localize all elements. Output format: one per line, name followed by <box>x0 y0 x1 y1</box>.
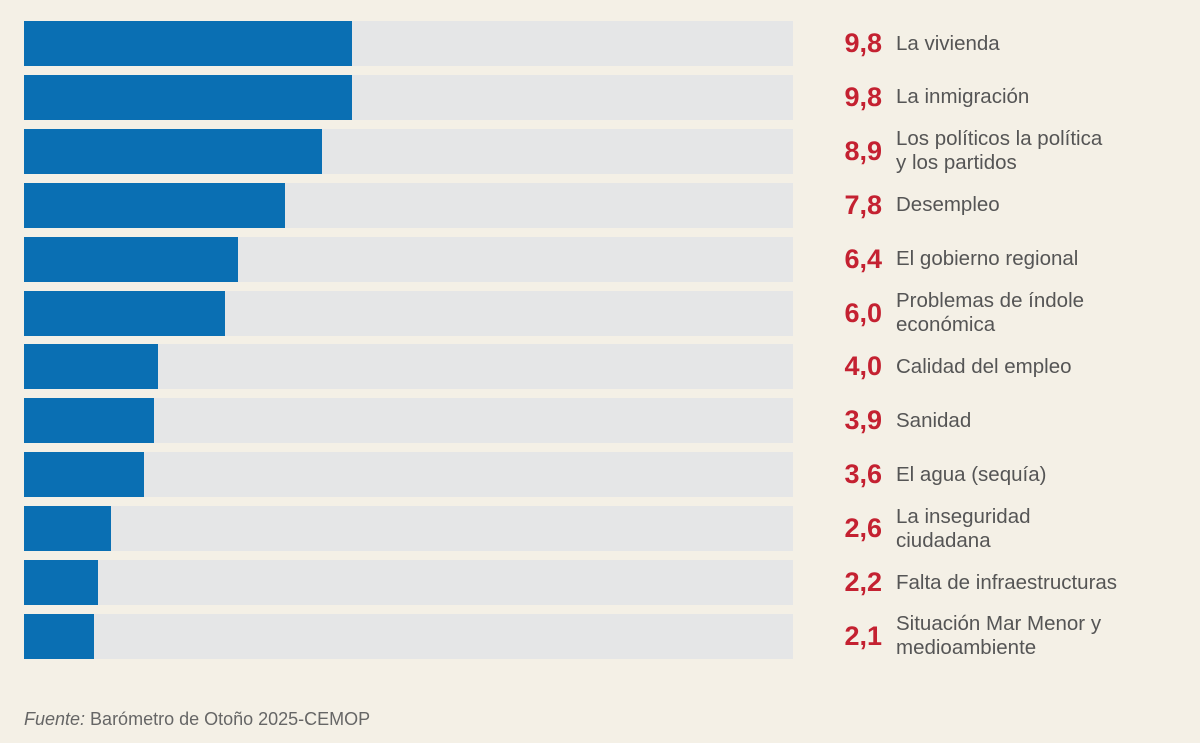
bar <box>24 128 322 174</box>
source-text: Barómetro de Otoño 2025-CEMOP <box>85 709 371 729</box>
category-label: Sanidad <box>896 408 972 432</box>
value-label: 2,1 <box>844 620 882 651</box>
value-label: 3,9 <box>844 405 882 436</box>
bar <box>24 182 285 228</box>
bar <box>24 506 111 552</box>
bar-row: 6,0 Problemas de índole económica <box>0 289 1200 336</box>
value-label: 4,0 <box>844 351 882 382</box>
bar <box>24 236 238 282</box>
value-label: 6,4 <box>844 243 882 274</box>
bar <box>24 452 145 498</box>
bar <box>24 560 98 605</box>
value-label: 2,6 <box>844 513 882 544</box>
source-note: Fuente: Barómetro de Otoño 2025-CEMOP <box>24 709 370 730</box>
bar-track <box>24 506 793 552</box>
category-label: La vivienda <box>896 31 1000 55</box>
bar-row: 2,6 La inseguridad ciudadana <box>0 504 1200 552</box>
category-label: La inseguridad ciudadana <box>896 504 1031 552</box>
value-label: 3,6 <box>844 459 882 490</box>
bar-row: 3,9 Sanidad <box>0 398 1200 444</box>
category-label: Falta de infraestructuras <box>896 570 1118 594</box>
value-label: 9,8 <box>844 28 882 58</box>
bar <box>24 74 352 120</box>
bar <box>24 398 155 444</box>
bar-row: 2,1 Situación Mar Menor y medioambiente <box>0 612 1200 660</box>
bar-row: 8,9 Los políticos la política y los parti… <box>0 127 1200 175</box>
value-label: 2,2 <box>844 567 882 597</box>
bar-track <box>24 452 793 498</box>
category-label: La inmigración <box>896 85 1030 109</box>
category-label: Desempleo <box>896 193 1000 217</box>
bar-row: 3,6 El agua (sequía) <box>0 452 1200 498</box>
category-label: Los políticos la política y los partidos <box>896 127 1103 175</box>
source-prefix: Fuente: <box>24 709 86 729</box>
value-label: 9,8 <box>844 81 882 112</box>
bar-row: 4,0 Calidad del empleo <box>0 344 1200 390</box>
value-label: 6,0 <box>844 297 882 328</box>
bar <box>24 290 225 336</box>
bar-row: 2,2 Falta de infraestructuras <box>0 560 1200 605</box>
category-label: Problemas de índole económica <box>896 289 1085 336</box>
category-label: Calidad del empleo <box>896 354 1072 378</box>
category-label: El agua (sequía) <box>896 462 1047 486</box>
bar <box>24 344 158 390</box>
value-label: 7,8 <box>844 189 882 220</box>
bar-track <box>24 560 793 605</box>
bar <box>24 613 95 659</box>
bar-row: 6,4 El gobierno regional <box>0 236 1200 282</box>
bar-row: 7,8 Desempleo <box>0 182 1200 228</box>
category-label: El gobierno regional <box>896 247 1079 271</box>
bar <box>24 21 352 66</box>
category-label: Situación Mar Menor y medioambiente <box>896 612 1102 660</box>
bar-row: 9,8 La vivienda <box>0 21 1200 66</box>
value-label: 8,9 <box>844 135 882 166</box>
bar-track <box>24 613 793 659</box>
bar-row: 9,8 La inmigración <box>0 74 1200 120</box>
